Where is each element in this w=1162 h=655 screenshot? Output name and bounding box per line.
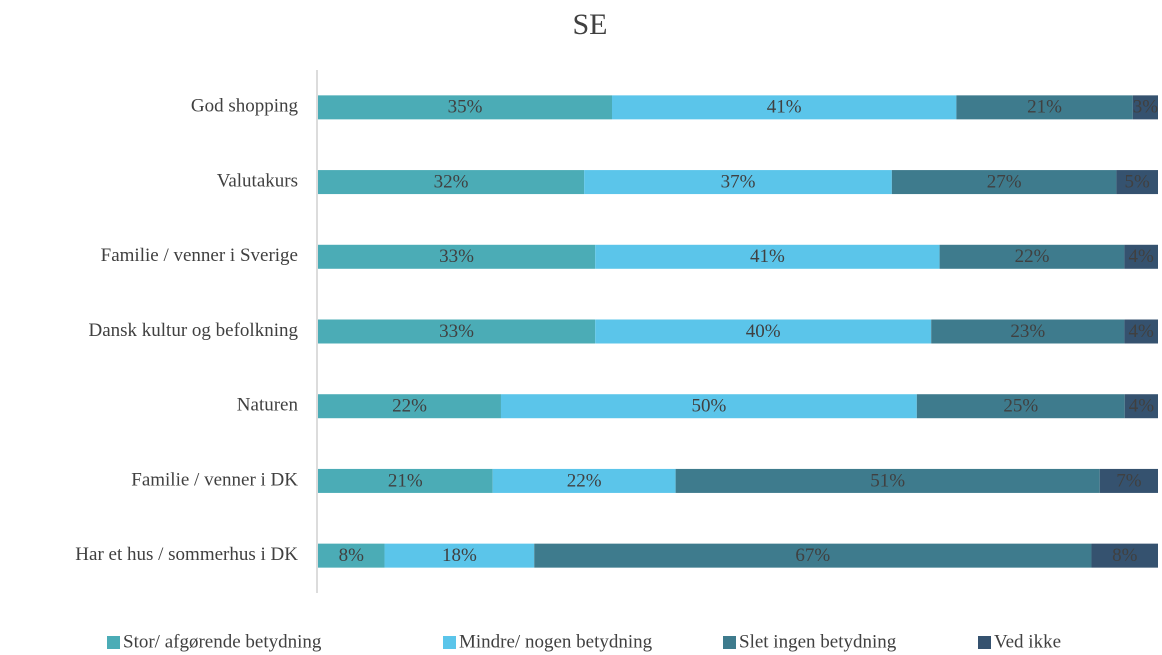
bar-segment: [675, 468, 1100, 493]
bar-segment: [916, 394, 1125, 419]
bar-segment: [500, 394, 917, 419]
bar-segment: [318, 244, 596, 269]
chart-title: SE: [572, 8, 607, 41]
bar-segment: [931, 319, 1125, 344]
data-label: 51%: [870, 470, 905, 491]
y-tick-label: Familie / venner i DK: [131, 469, 298, 490]
bar-segment: [318, 468, 493, 493]
bar-segment: [492, 468, 676, 493]
data-label: 23%: [1010, 321, 1045, 342]
bar-segment: [1124, 319, 1158, 344]
data-label: 22%: [567, 470, 602, 491]
bar-segment: [534, 543, 1092, 568]
bar-segment: [595, 244, 940, 269]
data-label: 21%: [388, 470, 423, 491]
bar-segment: [318, 543, 385, 568]
legend-swatch: [978, 636, 991, 649]
data-label: 4%: [1129, 246, 1155, 267]
bar-segment: [891, 170, 1117, 195]
legend-swatch: [723, 636, 736, 649]
data-label: 8%: [339, 545, 365, 566]
data-label: 7%: [1116, 470, 1142, 491]
data-label: 67%: [795, 545, 830, 566]
y-tick-label: Naturen: [237, 395, 299, 416]
y-tick-label: Valutakurs: [217, 170, 298, 191]
y-tick-label: God shopping: [191, 96, 299, 117]
bar-segment: [1132, 95, 1158, 120]
bar-segment: [939, 244, 1125, 269]
bar-segment: [595, 319, 932, 344]
y-tick-label: Familie / venner i Sverige: [101, 245, 298, 266]
legend-swatch: [443, 636, 456, 649]
data-label: 8%: [1112, 545, 1138, 566]
bar-segment: [584, 170, 892, 195]
y-tick-label: Har et hus / sommerhus i DK: [75, 544, 298, 565]
bar-segment: [318, 319, 596, 344]
data-label: 21%: [1027, 97, 1062, 118]
data-label: 18%: [442, 545, 477, 566]
data-label: 3%: [1133, 97, 1159, 118]
legend-label: Mindre/ nogen betydning: [459, 631, 653, 652]
legend-label: Ved ikke: [994, 631, 1061, 652]
y-tick-label: Dansk kultur og befolkning: [88, 320, 298, 341]
data-label: 4%: [1129, 321, 1155, 342]
bar-segment: [1116, 170, 1158, 195]
legend-label: Stor/ afgørende betydning: [123, 631, 322, 652]
data-label: 33%: [439, 246, 474, 267]
data-label: 22%: [1015, 246, 1050, 267]
data-label: 27%: [987, 171, 1022, 192]
data-label: 40%: [746, 321, 781, 342]
legend-swatch: [107, 636, 120, 649]
data-label: 33%: [439, 321, 474, 342]
bar-segment: [318, 95, 612, 120]
legend-label: Slet ingen betydning: [739, 631, 897, 652]
data-label: 22%: [392, 396, 427, 417]
bar-segment: [956, 95, 1133, 120]
data-label: 35%: [448, 97, 483, 118]
bar-segment: [384, 543, 535, 568]
bar-segment: [318, 170, 585, 195]
bar-segment: [318, 394, 501, 419]
data-label: 41%: [750, 246, 785, 267]
data-label: 37%: [721, 171, 756, 192]
data-label: 32%: [434, 171, 469, 192]
bar-segment: [1124, 394, 1158, 419]
data-label: 5%: [1125, 171, 1151, 192]
bar-segment: [1124, 244, 1158, 269]
data-label: 25%: [1003, 396, 1038, 417]
data-label: 4%: [1129, 396, 1155, 417]
data-label: 50%: [691, 396, 726, 417]
bar-segment: [1099, 468, 1158, 493]
bar-segment: [612, 95, 957, 120]
data-label: 41%: [767, 97, 802, 118]
bar-segment: [1091, 543, 1158, 568]
